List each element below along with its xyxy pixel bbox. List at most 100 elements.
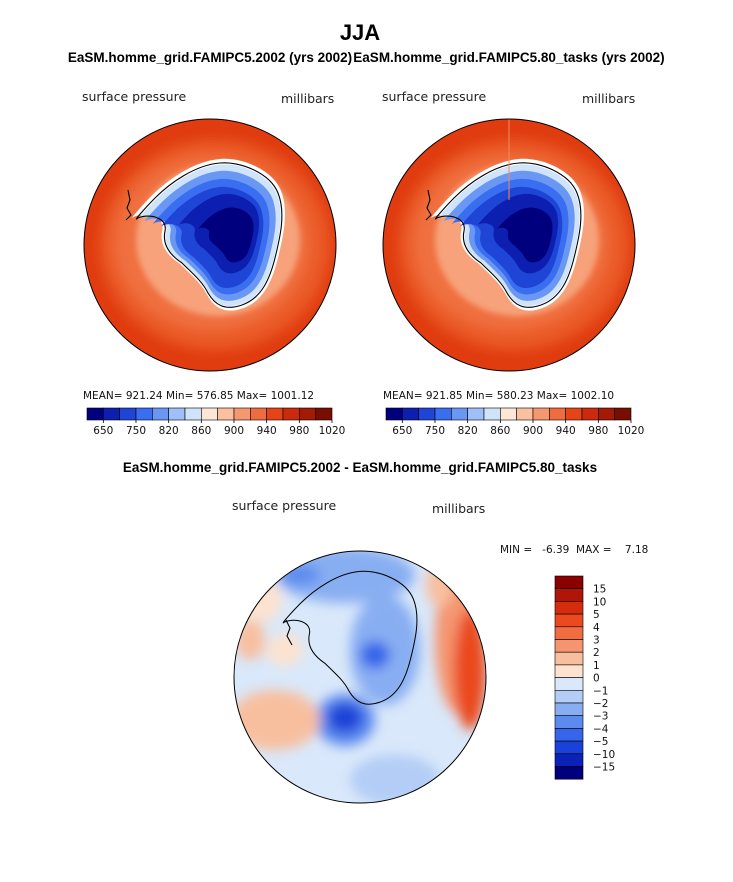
- colorbar-tick-label: 750: [425, 425, 445, 437]
- colorbar-tick-label: 820: [458, 425, 478, 437]
- panel-1-units-label: millibars: [281, 91, 334, 106]
- panel-2-map: [383, 119, 635, 371]
- legend-swatch: [554, 753, 584, 767]
- colorbar-swatch: [299, 407, 316, 421]
- legend-label: −15: [593, 762, 615, 774]
- panel-2: EaSM.homme_grid.FAMIPC5.80_tasks (yrs 20…: [353, 50, 664, 437]
- legend-label: 2: [593, 647, 600, 659]
- colorbar-swatch: [201, 407, 218, 421]
- colorbar-tick-label: 650: [93, 425, 113, 437]
- colorbar-swatch: [282, 407, 300, 421]
- colorbar-swatch: [152, 407, 169, 421]
- legend-swatch: [554, 626, 584, 640]
- colorbar-swatch: [549, 407, 566, 421]
- legend-label: −3: [593, 711, 608, 723]
- colorbar-tick-label: 1020: [618, 425, 645, 437]
- colorbar-swatch: [402, 407, 419, 421]
- colorbar-swatch: [516, 407, 534, 421]
- panel-2-units-label: millibars: [582, 91, 635, 106]
- colorbar-swatch: [483, 407, 501, 421]
- colorbar-swatch: [451, 407, 468, 421]
- colorbar-swatch: [532, 407, 550, 421]
- panel-2-variable-label: surface pressure: [382, 89, 486, 104]
- legend-label: 10: [593, 596, 606, 608]
- legend-swatch: [554, 575, 584, 589]
- colorbar-tick-label: 980: [588, 425, 608, 437]
- legend-label: −4: [593, 723, 609, 735]
- colorbar-swatch: [565, 407, 583, 421]
- legend-swatch: [554, 702, 584, 716]
- legend-swatch: [554, 588, 584, 602]
- panel-1: EaSM.homme_grid.FAMIPC5.2002 (yrs 2002) …: [68, 50, 352, 437]
- colorbar-swatch: [467, 407, 485, 421]
- colorbar-swatch: [168, 407, 186, 421]
- legend-swatch: [554, 601, 584, 615]
- legend-swatch: [554, 715, 584, 729]
- legend-label: −5: [593, 736, 608, 748]
- legend-label: 0: [593, 673, 600, 685]
- legend-label: 1: [593, 660, 600, 672]
- colorbar-tick-label: 940: [556, 425, 576, 437]
- colorbar-tick-label: 1020: [319, 425, 346, 437]
- panel-2-title: EaSM.homme_grid.FAMIPC5.80_tasks (yrs 20…: [353, 50, 664, 65]
- legend-label: 15: [593, 584, 606, 596]
- panel-1-title: EaSM.homme_grid.FAMIPC5.2002 (yrs 2002): [68, 50, 352, 65]
- legend-swatch: [554, 664, 584, 678]
- colorbar-tick-label: 860: [490, 425, 510, 437]
- legend-label: −1: [593, 685, 608, 697]
- colorbar-tick-label: 750: [126, 425, 146, 437]
- panel-2-stats: MEAN= 921.85 Min= 580.23 Max= 1002.10: [383, 390, 614, 402]
- colorbar-swatch: [184, 407, 202, 421]
- legend-swatch: [554, 728, 584, 742]
- legend-swatch: [554, 651, 584, 666]
- colorbar-swatch: [135, 407, 153, 421]
- legend-swatch: [554, 613, 584, 628]
- colorbar-swatch: [266, 407, 284, 421]
- panel-3-variable-label: surface pressure: [232, 498, 336, 513]
- colorbar-swatch: [500, 407, 517, 421]
- legend-label: 3: [593, 635, 600, 647]
- colorbar-swatch: [217, 407, 235, 421]
- colorbar-swatch: [418, 407, 436, 421]
- legend-swatch: [554, 639, 584, 653]
- colorbar-swatch: [581, 407, 599, 421]
- legend-label: 4: [593, 622, 600, 634]
- panel-3: EaSM.homme_grid.FAMIPC5.2002 - EaSM.homm…: [123, 460, 648, 804]
- panel-1-stats: MEAN= 921.24 Min= 576.85 Max= 1001.12: [83, 390, 314, 402]
- panel-3-title: EaSM.homme_grid.FAMIPC5.2002 - EaSM.homm…: [123, 460, 597, 475]
- figure-title: JJA: [340, 20, 380, 45]
- colorbar-tick-label: 980: [289, 425, 309, 437]
- colorbar-swatch: [86, 407, 104, 421]
- legend-swatch: [554, 677, 584, 691]
- colorbar-tick-label: 900: [523, 425, 543, 437]
- panel-3-units-label: millibars: [432, 501, 485, 516]
- legend-label: −2: [593, 698, 608, 710]
- legend-swatch: [554, 689, 584, 704]
- colorbar-tick-label: 940: [257, 425, 277, 437]
- colorbar-swatch: [315, 407, 333, 421]
- colorbar-swatch: [103, 407, 120, 421]
- colorbar-tick-label: 820: [159, 425, 179, 437]
- colorbar-swatch: [434, 407, 452, 421]
- panel-3-stats: MIN = -6.39 MAX = 7.18: [500, 544, 648, 556]
- panel-1-colorbar: 650 750 820 860 900 940 980 1020: [86, 407, 346, 437]
- colorbar-tick-label: 860: [191, 425, 211, 437]
- colorbar-swatch: [385, 407, 403, 421]
- colorbar-swatch: [250, 407, 267, 421]
- legend-swatch: [554, 740, 584, 755]
- colorbar-swatch: [233, 407, 251, 421]
- panel-2-colorbar: 650 750 820 860 900 940 980 1020: [385, 407, 645, 437]
- panel-1-variable-label: surface pressure: [82, 89, 186, 104]
- colorbar-swatch: [119, 407, 137, 421]
- legend-label: −10: [593, 749, 615, 761]
- colorbar-swatch: [598, 407, 615, 421]
- legend-swatch: [554, 766, 584, 780]
- colorbar-swatch: [614, 407, 632, 421]
- panel-1-map: [84, 119, 336, 371]
- colorbar-tick-label: 650: [392, 425, 412, 437]
- panel-3-map: [234, 551, 486, 803]
- colorbar-tick-label: 900: [224, 425, 244, 437]
- legend-label: 5: [593, 609, 600, 621]
